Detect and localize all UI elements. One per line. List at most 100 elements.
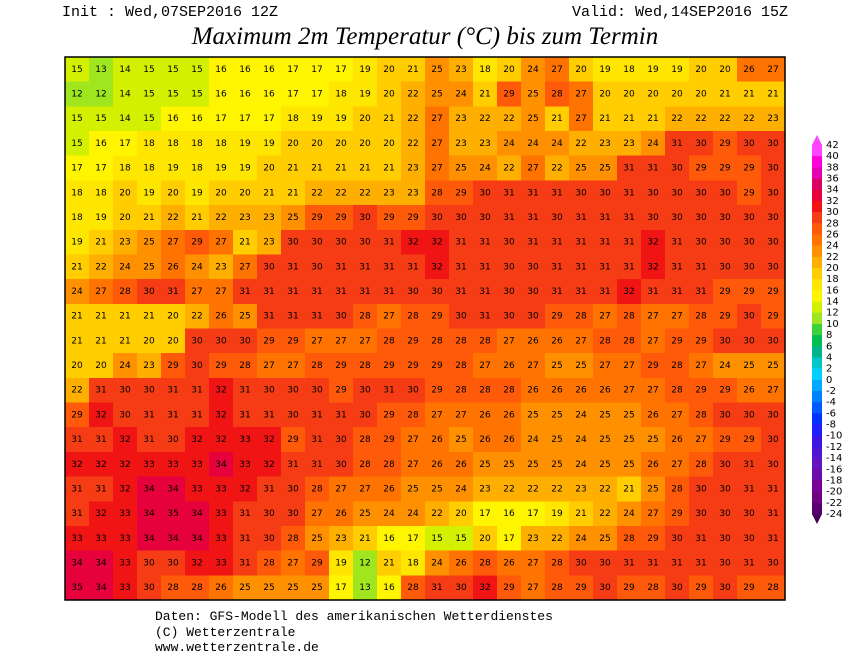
temp-label: 27 bbox=[575, 336, 586, 346]
temp-label: 24 bbox=[575, 534, 587, 544]
temp-cell bbox=[521, 353, 546, 379]
temp-label: 24 bbox=[527, 65, 539, 75]
temp-cell bbox=[401, 525, 426, 552]
temp-cell bbox=[473, 205, 498, 231]
temp-label: 29 bbox=[383, 435, 395, 445]
temp-label: 27 bbox=[647, 509, 658, 519]
temp-cell bbox=[305, 131, 330, 157]
temp-label: 28 bbox=[671, 361, 683, 371]
temp-label: 27 bbox=[527, 164, 538, 174]
temp-label: 18 bbox=[119, 164, 131, 174]
temp-cell bbox=[713, 254, 738, 280]
temp-cell bbox=[113, 279, 138, 305]
temp-label: 30 bbox=[455, 213, 467, 223]
temp-cell bbox=[593, 550, 618, 576]
temp-label: 22 bbox=[599, 509, 610, 519]
colorbar-label: 26 bbox=[826, 229, 839, 240]
temp-label: 31 bbox=[671, 238, 682, 248]
temp-cell bbox=[161, 476, 186, 502]
temp-cell bbox=[89, 57, 114, 83]
temp-label: 23 bbox=[119, 238, 130, 248]
temp-label: 31 bbox=[359, 262, 370, 272]
temp-cell bbox=[593, 131, 618, 157]
temp-label: 26 bbox=[215, 312, 227, 322]
temp-cell bbox=[209, 131, 234, 157]
colorbar-label: -12 bbox=[826, 442, 842, 453]
temp-label: 24 bbox=[119, 361, 131, 371]
temp-label: 29 bbox=[431, 361, 443, 371]
temp-label: 29 bbox=[767, 287, 779, 297]
temp-label: 30 bbox=[647, 213, 659, 223]
temp-label: 31 bbox=[263, 312, 274, 322]
temp-cell bbox=[65, 180, 90, 206]
temp-cell bbox=[521, 131, 546, 157]
temp-cell bbox=[209, 402, 234, 428]
temp-label: 32 bbox=[431, 262, 442, 272]
temp-cell bbox=[689, 575, 714, 601]
temp-label: 25 bbox=[311, 534, 322, 544]
temp-cell bbox=[305, 229, 330, 255]
temp-label: 31 bbox=[599, 262, 610, 272]
temp-label: 27 bbox=[551, 65, 562, 75]
map: 15 13 14 15 15 15 16 16 16 17 17 17 19 20 21 25 23 18 20 24… bbox=[65, 57, 786, 601]
temp-label: 27 bbox=[191, 287, 202, 297]
temp-cell bbox=[209, 476, 234, 502]
temp-cell bbox=[257, 402, 282, 428]
temp-cell bbox=[617, 476, 642, 502]
temp-cell bbox=[209, 451, 234, 478]
temp-cell bbox=[329, 575, 354, 601]
temp-cell bbox=[65, 501, 90, 527]
temp-cell bbox=[425, 57, 450, 83]
temp-label: 34 bbox=[167, 484, 179, 494]
temp-label: 35 bbox=[71, 583, 82, 593]
temp-cell bbox=[89, 451, 114, 478]
colorbar-label: -20 bbox=[826, 487, 842, 498]
temp-cell bbox=[713, 205, 738, 231]
temp-cell bbox=[329, 525, 354, 552]
temp-cell bbox=[89, 131, 114, 157]
temp-cell bbox=[353, 279, 378, 305]
colorbar-segment bbox=[812, 178, 822, 191]
temp-cell bbox=[329, 57, 354, 83]
temp-label: 16 bbox=[167, 114, 179, 124]
temp-label: 25 bbox=[431, 484, 442, 494]
temp-cell bbox=[113, 575, 138, 601]
temp-cell bbox=[113, 254, 138, 280]
temp-cell bbox=[545, 279, 570, 305]
temp-cell bbox=[713, 279, 738, 305]
temp-cell bbox=[593, 402, 618, 428]
temp-label: 20 bbox=[623, 90, 635, 100]
temp-cell bbox=[209, 427, 234, 453]
temp-label: 30 bbox=[599, 583, 611, 593]
temp-cell bbox=[713, 229, 738, 255]
temp-label: 21 bbox=[359, 534, 370, 544]
temp-cell bbox=[209, 550, 234, 576]
temp-cell bbox=[449, 106, 474, 132]
temp-cell bbox=[737, 81, 762, 107]
temp-label: 31 bbox=[191, 410, 202, 420]
temp-label: 28 bbox=[479, 336, 491, 346]
temp-label: 31 bbox=[287, 287, 298, 297]
temp-label: 26 bbox=[167, 262, 179, 272]
temp-cell bbox=[665, 205, 690, 231]
temp-cell bbox=[113, 205, 138, 231]
temp-cell bbox=[257, 501, 282, 527]
temp-label: 24 bbox=[479, 164, 491, 174]
temp-cell bbox=[329, 501, 354, 527]
temp-cell bbox=[689, 303, 714, 329]
temp-cell bbox=[209, 155, 234, 181]
temp-cell bbox=[137, 229, 162, 255]
temp-cell bbox=[665, 476, 690, 502]
temp-label: 27 bbox=[359, 484, 370, 494]
temp-cell bbox=[497, 402, 522, 428]
temp-label: 31 bbox=[167, 287, 178, 297]
temp-cell bbox=[569, 353, 594, 379]
colorbar-label: -18 bbox=[826, 475, 842, 486]
temp-label: 23 bbox=[455, 65, 466, 75]
temp-label: 31 bbox=[623, 558, 634, 568]
colorbar-segment bbox=[812, 234, 822, 246]
temp-label: 30 bbox=[503, 287, 515, 297]
temp-label: 31 bbox=[239, 386, 250, 396]
temp-cell bbox=[617, 180, 642, 206]
temp-cell bbox=[233, 328, 258, 354]
